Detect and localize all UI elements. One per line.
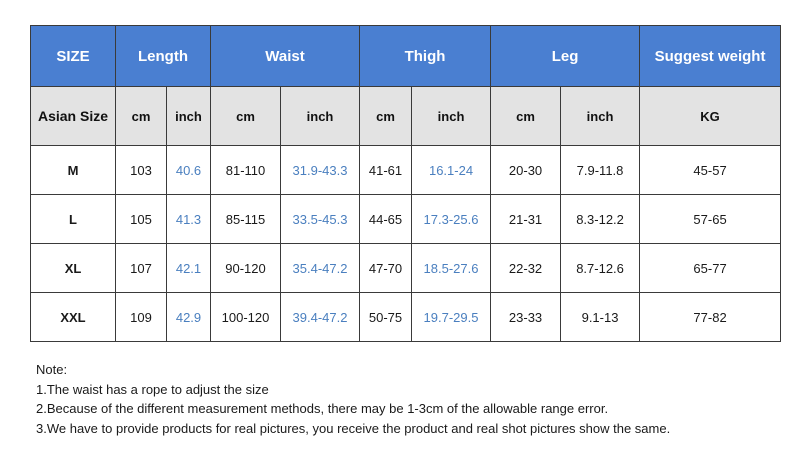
unit-weight-kg: KG bbox=[639, 86, 782, 146]
thigh-inch-cell: 18.5-27.6 bbox=[411, 243, 492, 293]
thigh-cm-cell: 41-61 bbox=[359, 145, 413, 195]
unit-row: Asian Size cm inch cm inch cm inch cm in… bbox=[30, 86, 782, 146]
header-waist: Waist bbox=[209, 25, 361, 87]
thigh-cm-cell: 44-65 bbox=[359, 194, 413, 244]
table-row: XXL 109 42.9 100-120 39.4-47.2 50-75 19.… bbox=[30, 292, 782, 342]
header-size: SIZE bbox=[30, 25, 116, 87]
waist-inch-cell: 39.4-47.2 bbox=[279, 292, 361, 342]
unit-leg-inch: inch bbox=[560, 86, 641, 146]
table-row: L 105 41.3 85-115 33.5-45.3 44-65 17.3-2… bbox=[30, 194, 782, 244]
waist-inch-cell: 33.5-45.3 bbox=[279, 194, 361, 244]
size-cell: XXL bbox=[30, 292, 116, 342]
waist-inch-cell: 35.4-47.2 bbox=[279, 243, 361, 293]
length-inch-cell: 42.1 bbox=[166, 243, 211, 293]
unit-thigh-cm: cm bbox=[359, 86, 413, 146]
waist-cm-cell: 100-120 bbox=[210, 292, 281, 342]
size-chart-table: SIZE Length Waist Thigh Leg Suggest weig… bbox=[30, 25, 782, 342]
size-cell: M bbox=[30, 145, 116, 195]
waist-cm-cell: 81-110 bbox=[210, 145, 281, 195]
table-row: M 103 40.6 81-110 31.9-43.3 41-61 16.1-2… bbox=[30, 145, 782, 195]
length-inch-cell: 41.3 bbox=[166, 194, 211, 244]
notes-section: Note: 1.The waist has a rope to adjust t… bbox=[36, 360, 670, 438]
length-cm-cell: 103 bbox=[115, 145, 167, 195]
unit-leg-cm: cm bbox=[490, 86, 562, 146]
leg-inch-cell: 8.7-12.6 bbox=[560, 243, 641, 293]
unit-length-inch: inch bbox=[166, 86, 211, 146]
header-length: Length bbox=[115, 25, 211, 87]
leg-cm-cell: 21-31 bbox=[490, 194, 562, 244]
length-cm-cell: 107 bbox=[115, 243, 167, 293]
table-row: XL 107 42.1 90-120 35.4-47.2 47-70 18.5-… bbox=[30, 243, 782, 293]
size-cell: L bbox=[30, 194, 116, 244]
unit-waist-inch: inch bbox=[279, 86, 361, 146]
note-item: 3.We have to provide products for real p… bbox=[36, 420, 671, 436]
header-suggest-weight: Suggest weight bbox=[639, 25, 782, 87]
thigh-cm-cell: 50-75 bbox=[359, 292, 413, 342]
weight-cell: 57-65 bbox=[639, 194, 782, 244]
note-item: 1.The waist has a rope to adjust the siz… bbox=[36, 381, 269, 397]
thigh-cm-cell: 47-70 bbox=[359, 243, 413, 293]
header-asian-size: Asian Size bbox=[30, 86, 116, 146]
length-inch-cell: 40.6 bbox=[166, 145, 211, 195]
leg-inch-cell: 9.1-13 bbox=[560, 292, 641, 342]
leg-inch-cell: 8.3-12.2 bbox=[560, 194, 641, 244]
leg-inch-cell: 7.9-11.8 bbox=[560, 145, 641, 195]
note-item: 2.Because of the different measurement m… bbox=[36, 401, 609, 416]
length-cm-cell: 105 bbox=[115, 194, 167, 244]
thigh-inch-cell: 19.7-29.5 bbox=[411, 292, 492, 342]
header-row: SIZE Length Waist Thigh Leg Suggest weig… bbox=[30, 25, 782, 87]
length-cm-cell: 109 bbox=[115, 292, 167, 342]
leg-cm-cell: 22-32 bbox=[490, 243, 562, 293]
waist-cm-cell: 85-115 bbox=[210, 194, 281, 244]
unit-thigh-inch: inch bbox=[411, 86, 492, 146]
weight-cell: 77-82 bbox=[639, 292, 782, 342]
unit-waist-cm: cm bbox=[210, 86, 281, 146]
header-thigh: Thigh bbox=[359, 25, 492, 87]
waist-cm-cell: 90-120 bbox=[210, 243, 281, 293]
length-inch-cell: 42.9 bbox=[166, 292, 211, 342]
weight-cell: 45-57 bbox=[639, 145, 782, 195]
thigh-inch-cell: 17.3-25.6 bbox=[411, 194, 492, 244]
leg-cm-cell: 23-33 bbox=[490, 292, 562, 342]
header-leg: Leg bbox=[490, 25, 641, 87]
leg-cm-cell: 20-30 bbox=[490, 145, 562, 195]
notes-heading: Note: bbox=[36, 362, 68, 377]
weight-cell: 65-77 bbox=[639, 243, 782, 293]
size-cell: XL bbox=[30, 243, 116, 293]
thigh-inch-cell: 16.1-24 bbox=[411, 145, 492, 195]
unit-length-cm: cm bbox=[115, 86, 167, 146]
waist-inch-cell: 31.9-43.3 bbox=[279, 145, 361, 195]
